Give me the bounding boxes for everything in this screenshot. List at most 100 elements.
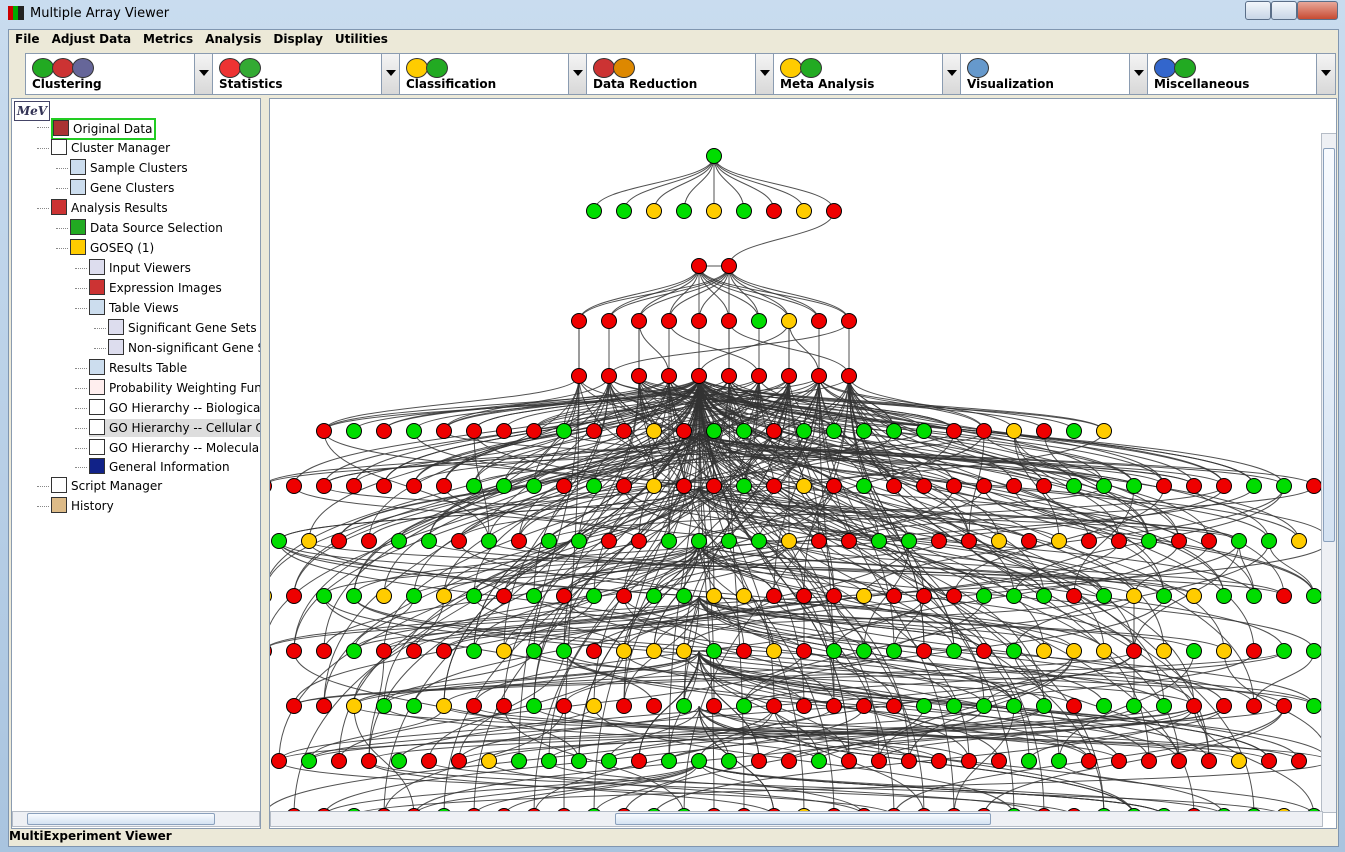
graph-node[interactable] (376, 698, 392, 714)
graph-node[interactable] (811, 533, 827, 549)
toolbar-button[interactable]: Statistics (212, 53, 401, 95)
graph-node[interactable] (886, 643, 902, 659)
graph-node[interactable] (316, 423, 332, 439)
graph-node[interactable] (676, 698, 692, 714)
graph-node[interactable] (616, 643, 632, 659)
graph-node[interactable] (1187, 808, 1202, 812)
graph-node[interactable] (451, 753, 467, 769)
graph-node[interactable] (1081, 533, 1097, 549)
graph-node[interactable] (1201, 533, 1217, 549)
graph-node[interactable] (857, 808, 872, 812)
graph-node[interactable] (976, 698, 992, 714)
graph-node[interactable] (886, 423, 902, 439)
graph-node[interactable] (616, 588, 632, 604)
graph-node[interactable] (646, 203, 662, 219)
graph-node[interactable] (317, 808, 332, 812)
graph-node[interactable] (1006, 588, 1022, 604)
graph-node[interactable] (916, 698, 932, 714)
graph-node[interactable] (1037, 808, 1052, 812)
graph-node[interactable] (691, 258, 707, 274)
graph-node[interactable] (826, 203, 842, 219)
graph-node[interactable] (601, 313, 617, 329)
graph-node[interactable] (766, 698, 782, 714)
graph-node[interactable] (1246, 698, 1262, 714)
graph-node[interactable] (736, 698, 752, 714)
graph-node[interactable] (376, 588, 392, 604)
graph-node[interactable] (1306, 478, 1322, 494)
graph-node[interactable] (886, 478, 902, 494)
graph-node[interactable] (556, 643, 572, 659)
graph-node[interactable] (811, 753, 827, 769)
graph-node[interactable] (1096, 698, 1112, 714)
tree-item[interactable]: GOSEQ (1) (70, 239, 154, 257)
graph-node[interactable] (1216, 643, 1232, 659)
graph-node[interactable] (436, 698, 452, 714)
graph-node[interactable] (316, 698, 332, 714)
graph-node[interactable] (916, 588, 932, 604)
graph-node[interactable] (586, 478, 602, 494)
graph-node[interactable] (587, 808, 602, 812)
dropdown-arrow[interactable] (568, 54, 587, 94)
graph-node[interactable] (1307, 808, 1322, 812)
graph-node[interactable] (797, 808, 812, 812)
graph-node[interactable] (736, 203, 752, 219)
graph-node[interactable] (856, 478, 872, 494)
graph-node[interactable] (451, 533, 467, 549)
graph-node[interactable] (796, 643, 812, 659)
graph-node[interactable] (526, 698, 542, 714)
graph-node[interactable] (286, 478, 302, 494)
graph-node[interactable] (856, 643, 872, 659)
graph-node[interactable] (1306, 588, 1322, 604)
graph-node[interactable] (617, 808, 632, 812)
graph-node[interactable] (616, 478, 632, 494)
graph-node[interactable] (586, 203, 602, 219)
dropdown-arrow[interactable] (194, 54, 213, 94)
graph-node[interactable] (826, 698, 842, 714)
graph-node[interactable] (856, 423, 872, 439)
menu-item[interactable]: Analysis (205, 32, 262, 46)
graph-node[interactable] (601, 753, 617, 769)
graph-node[interactable] (826, 643, 842, 659)
graph-node[interactable] (931, 533, 947, 549)
graph-node[interactable] (1126, 643, 1142, 659)
graph-node[interactable] (481, 753, 497, 769)
graph-node[interactable] (1007, 808, 1022, 812)
graph-node[interactable] (586, 423, 602, 439)
graph-node[interactable] (436, 478, 452, 494)
graph-node[interactable] (1186, 698, 1202, 714)
h-scrollbar[interactable] (270, 811, 1323, 827)
tree-item[interactable]: Gene Clusters (70, 179, 174, 197)
dropdown-arrow[interactable] (381, 54, 400, 94)
graph-node[interactable] (811, 368, 827, 384)
menu-item[interactable]: File (15, 32, 40, 46)
graph-node[interactable] (1276, 698, 1292, 714)
graph-node[interactable] (331, 753, 347, 769)
graph-node[interactable] (1066, 698, 1082, 714)
graph-node[interactable] (601, 533, 617, 549)
graph-node[interactable] (751, 368, 767, 384)
graph-node[interactable] (1066, 423, 1082, 439)
graph-node[interactable] (496, 478, 512, 494)
graph-node[interactable] (1216, 588, 1232, 604)
graph-node[interactable] (691, 368, 707, 384)
graph-node[interactable] (1306, 643, 1322, 659)
graph-node[interactable] (316, 478, 332, 494)
graph-node[interactable] (421, 753, 437, 769)
graph-node[interactable] (781, 753, 797, 769)
graph-node[interactable] (1186, 588, 1202, 604)
graph-node[interactable] (706, 588, 722, 604)
graph-node[interactable] (646, 478, 662, 494)
scroll-thumb[interactable] (615, 813, 991, 825)
tree-item[interactable]: Original Data (51, 118, 157, 140)
graph-node[interactable] (1246, 588, 1262, 604)
graph-node[interactable] (1217, 808, 1232, 812)
tree-item[interactable]: Non-significant Gene Sets (108, 339, 260, 357)
graph-node[interactable] (766, 588, 782, 604)
menu-item[interactable]: Adjust Data (51, 32, 132, 46)
graph-node[interactable] (646, 423, 662, 439)
graph-node[interactable] (886, 588, 902, 604)
graph-node[interactable] (961, 753, 977, 769)
graph-node[interactable] (991, 753, 1007, 769)
graph-node[interactable] (721, 368, 737, 384)
graph-node[interactable] (721, 533, 737, 549)
